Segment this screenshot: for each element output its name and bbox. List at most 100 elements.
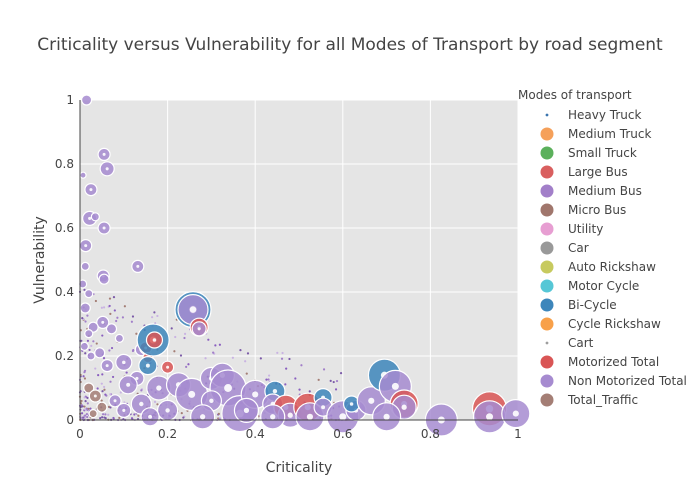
data-point (99, 161, 115, 177)
data-point (114, 333, 125, 343)
small-point (135, 332, 138, 335)
small-point (80, 339, 83, 342)
data-point (190, 404, 216, 430)
legend-item[interactable]: Utility (540, 222, 604, 236)
legend-item[interactable]: Non Motorized Total (540, 374, 687, 388)
small-point (101, 413, 105, 416)
small-point (174, 335, 177, 339)
small-point (125, 371, 128, 374)
small-point (101, 416, 104, 419)
data-point (84, 183, 98, 197)
small-point (97, 373, 100, 377)
legend-label: Medium Bus (568, 184, 642, 198)
legend-label: Total_Traffic (567, 393, 638, 407)
small-point (151, 316, 154, 319)
small-point (84, 414, 87, 417)
data-point (116, 402, 132, 418)
small-point (109, 406, 112, 409)
legend-item[interactable]: Auto Rickshaw (540, 260, 657, 274)
small-point (115, 319, 118, 323)
data-point (97, 221, 111, 235)
legend-marker (540, 260, 554, 274)
small-point (101, 390, 104, 393)
data-point (233, 397, 260, 423)
legend-item[interactable]: Motor Cycle (540, 279, 640, 293)
legend-title: Modes of transport (518, 88, 632, 102)
x-tick-label: 1 (514, 427, 522, 441)
data-point (145, 331, 164, 349)
legend-item[interactable]: Car (540, 241, 589, 255)
small-point (131, 315, 135, 318)
legend-item[interactable]: Heavy Truck (545, 108, 642, 122)
legend-marker (540, 165, 554, 179)
legend-item[interactable]: Cycle Rickshaw (540, 317, 662, 331)
data-point (108, 394, 122, 408)
legend-marker (540, 298, 554, 312)
small-point (156, 403, 159, 406)
data-point (78, 279, 88, 289)
small-point (180, 411, 183, 415)
legend-marker (540, 374, 554, 388)
legend-item[interactable]: Small Truck (540, 146, 637, 160)
small-point (94, 367, 97, 370)
small-point (207, 338, 210, 341)
small-point (131, 349, 135, 353)
small-point (110, 346, 114, 350)
legend-item[interactable]: Large Bus (540, 165, 628, 179)
x-tick-label: 0 (76, 427, 84, 441)
small-point (90, 344, 93, 347)
y-axis-label: Vulnerability (32, 216, 48, 304)
small-point (109, 312, 112, 315)
data-point (80, 261, 90, 271)
small-point (185, 365, 188, 368)
small-point (95, 342, 98, 345)
small-point (92, 340, 95, 343)
legend-item[interactable]: Motorized Total (540, 355, 660, 369)
small-point (288, 357, 291, 361)
legend-item[interactable]: Medium Bus (540, 184, 642, 198)
legend-label: Small Truck (568, 146, 637, 160)
small-point (123, 305, 126, 308)
small-point (335, 379, 339, 383)
legend-item[interactable]: Medium Truck (540, 127, 652, 141)
data-point (161, 360, 175, 374)
small-point (100, 399, 103, 402)
data-point (84, 289, 94, 299)
small-point (86, 339, 90, 342)
small-point (183, 336, 186, 340)
small-point (285, 367, 288, 370)
data-point (79, 239, 93, 253)
data-point (94, 347, 106, 359)
legend-item[interactable]: Bi-Cycle (540, 298, 617, 312)
legend: Heavy Truck Medium Truck Small Truck Large … (540, 108, 687, 407)
x-tick-label: 0.4 (246, 427, 265, 441)
legend-item[interactable]: Micro Bus (540, 203, 627, 217)
small-point (84, 320, 87, 323)
small-point (86, 402, 89, 405)
small-point (104, 416, 107, 420)
x-tick-label: 0.8 (421, 427, 440, 441)
small-point (81, 317, 84, 320)
small-point (86, 415, 89, 419)
legend-marker (540, 203, 554, 217)
data-point (501, 399, 531, 429)
y-tick-label: 0.2 (55, 349, 74, 363)
legend-item[interactable]: Total_Traffic (540, 393, 639, 407)
legend-item[interactable]: Cart (545, 336, 594, 350)
legend-marker (540, 127, 554, 141)
small-point (268, 374, 271, 377)
small-point (83, 396, 86, 399)
small-point (101, 334, 104, 337)
data-point (472, 400, 507, 434)
small-point (83, 408, 87, 411)
small-point (94, 299, 97, 303)
data-point (88, 409, 98, 419)
data-point (84, 329, 94, 339)
y-tick-label: 0.4 (55, 285, 74, 299)
legend-label: Micro Bus (568, 203, 626, 217)
small-point (83, 377, 87, 380)
small-point (89, 407, 92, 410)
small-point (80, 399, 83, 403)
small-point (108, 297, 112, 300)
small-point (86, 408, 89, 412)
